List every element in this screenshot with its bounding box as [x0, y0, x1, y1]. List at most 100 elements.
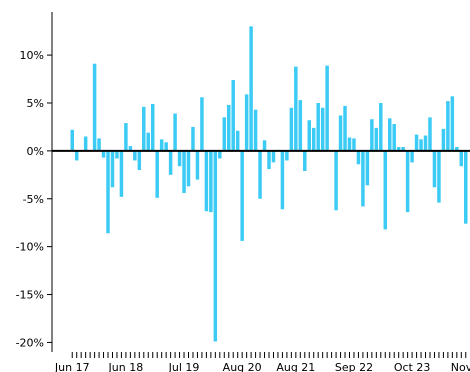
bar [374, 127, 379, 151]
bar [128, 146, 133, 151]
bar [218, 150, 222, 159]
bar [311, 127, 316, 151]
bar [316, 102, 320, 151]
bar [195, 150, 200, 180]
bar [101, 150, 106, 158]
bar [428, 117, 432, 151]
bar [423, 135, 428, 151]
bar [97, 138, 101, 151]
bar [115, 150, 119, 159]
bar [396, 147, 401, 151]
bar [280, 150, 285, 210]
x-tick-label: Aug 21 [276, 361, 315, 372]
bar [231, 80, 235, 151]
bar [271, 150, 276, 163]
bar [356, 150, 361, 165]
bar [74, 150, 79, 161]
bar [213, 150, 218, 342]
bar [137, 150, 142, 171]
bar [83, 136, 88, 151]
bar [459, 150, 464, 167]
bar [235, 130, 240, 151]
bar [182, 150, 186, 194]
bar [92, 63, 97, 151]
bar [325, 65, 329, 151]
bar [437, 150, 441, 203]
x-tick-label: Jun 17 [54, 361, 90, 372]
bar [227, 104, 231, 151]
bar [405, 150, 410, 213]
bar [338, 115, 343, 151]
bar [298, 100, 303, 151]
bar [307, 120, 311, 151]
bar [253, 109, 258, 151]
bar [124, 123, 128, 151]
y-axis: 10% 5% 0% -5% -10% -15% -20% [16, 12, 53, 352]
bar [177, 150, 182, 167]
x-tick-label: Nov 24 [451, 361, 470, 372]
x-tick-label: Jun 18 [108, 361, 144, 372]
bar [146, 132, 151, 151]
bar [240, 150, 244, 241]
y-tick-label: 10% [20, 49, 44, 62]
x-tick-label: Oct 23 [394, 361, 431, 372]
bar [361, 150, 365, 207]
bar [464, 150, 468, 224]
x-tick-label: Aug 20 [223, 361, 262, 372]
bar [441, 128, 446, 151]
bar [249, 26, 253, 151]
x-tick-label: Jul 19 [168, 361, 200, 372]
y-tick-label: -15% [16, 289, 44, 302]
bar [414, 134, 419, 151]
bar [164, 142, 168, 151]
bar [258, 150, 262, 199]
x-tick-label: Sep 22 [335, 361, 373, 372]
bar [401, 147, 405, 151]
bar [285, 150, 289, 161]
bar [387, 118, 392, 151]
bar [419, 139, 423, 151]
bar [142, 106, 146, 151]
bar [294, 66, 298, 151]
bar [191, 126, 195, 151]
bar [446, 101, 450, 151]
bar [289, 107, 294, 151]
bar [150, 103, 155, 151]
bars [70, 26, 468, 342]
bar [106, 150, 110, 234]
bar [204, 150, 209, 212]
bar [303, 150, 307, 171]
y-tick-label: -20% [16, 336, 44, 349]
bar [352, 138, 356, 151]
bar [186, 150, 191, 187]
x-axis: Jun 17 Jun 18 Jul 19 Aug 20 Aug 21 Sep 22 Oct … [54, 352, 470, 372]
bar [432, 150, 437, 188]
bar [410, 150, 414, 163]
bar [320, 107, 325, 151]
bar [347, 137, 352, 151]
bar [119, 150, 124, 197]
bar [262, 140, 267, 151]
bar [370, 119, 374, 151]
bar [455, 147, 459, 151]
bar [159, 139, 164, 151]
bar [168, 150, 173, 175]
y-tick-label: 0% [27, 145, 44, 158]
bar [267, 150, 271, 170]
bar [343, 105, 347, 151]
bar [209, 150, 213, 213]
bar [450, 96, 455, 151]
bar [365, 150, 370, 186]
bar [155, 150, 159, 198]
bar [334, 150, 338, 211]
bar [173, 113, 177, 151]
bar [222, 117, 227, 151]
bar [383, 150, 388, 230]
y-tick-label: 5% [27, 97, 44, 110]
bar [392, 124, 396, 151]
y-tick-label: -5% [23, 193, 44, 206]
bar [70, 129, 74, 151]
y-tick-label: -10% [16, 241, 44, 254]
bar [110, 150, 115, 188]
